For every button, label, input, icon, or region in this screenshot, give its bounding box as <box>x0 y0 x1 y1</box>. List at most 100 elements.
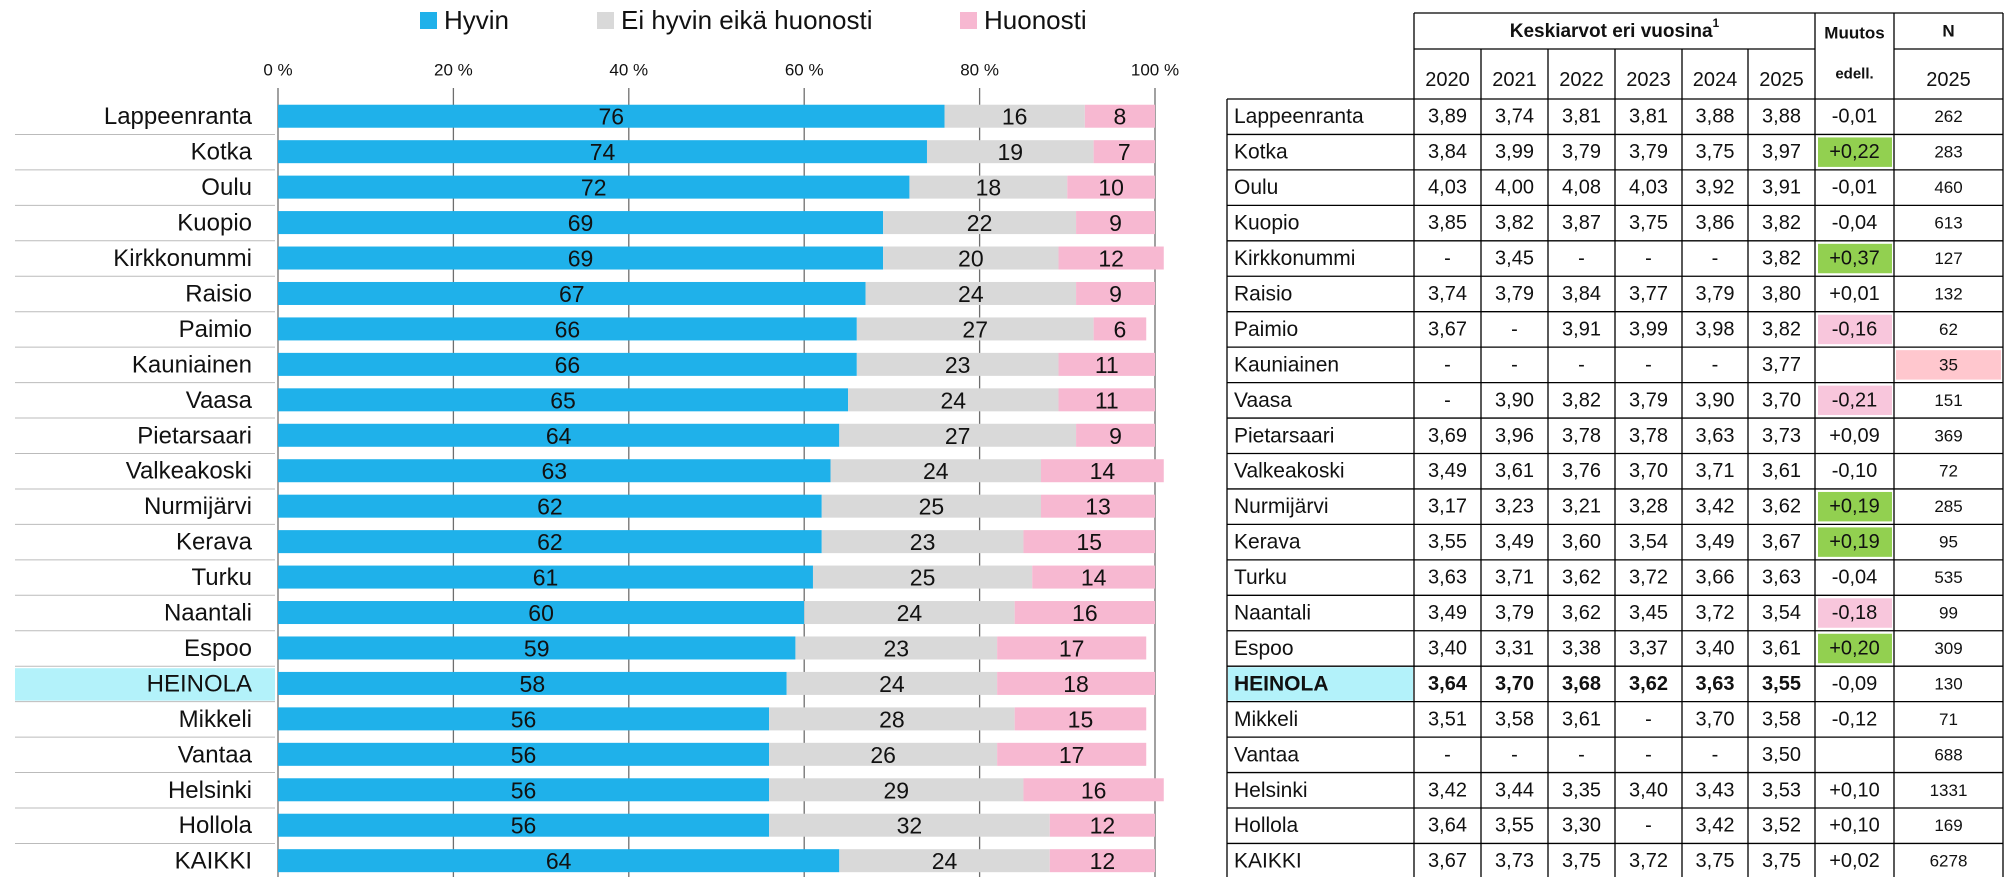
value-label: 67 <box>559 281 585 307</box>
bar-segment <box>278 104 945 128</box>
value-label: 64 <box>546 423 572 449</box>
table-name: Paimio <box>1234 318 1298 341</box>
x-tick-label: 80 % <box>960 61 999 80</box>
table-n: 688 <box>1934 745 1962 764</box>
table-average: 3,61 <box>1495 460 1534 482</box>
value-label: 22 <box>967 210 993 236</box>
bar-segment <box>997 636 1147 660</box>
table-average: 3,55 <box>1762 673 1801 695</box>
table-average: 3,69 <box>1428 425 1467 447</box>
table-change: -0,04 <box>1832 212 1878 234</box>
value-label: 24 <box>879 671 905 697</box>
table-average: 3,49 <box>1428 460 1467 482</box>
x-tick-label: 20 % <box>434 61 473 80</box>
table-average: 3,75 <box>1696 850 1735 872</box>
bar-segment <box>278 707 770 731</box>
table-average: 3,50 <box>1762 744 1801 766</box>
table-average: 3,61 <box>1762 637 1801 659</box>
table-n: 35 <box>1939 355 1958 374</box>
table-average: 3,71 <box>1495 567 1534 589</box>
table-average: 3,81 <box>1562 106 1601 128</box>
value-label: 11 <box>1095 387 1119 413</box>
x-tick-label: 60 % <box>785 61 824 80</box>
table-header: Keskiarvot eri vuosina1 <box>1510 16 1720 42</box>
table-change: +0,22 <box>1829 141 1880 163</box>
table-average: 3,99 <box>1629 318 1668 340</box>
value-label: 56 <box>511 777 537 803</box>
value-label: 26 <box>870 742 896 768</box>
bar-segment <box>1040 494 1155 518</box>
table-average: 3,55 <box>1428 531 1467 553</box>
bar-segment <box>926 140 1094 164</box>
bar-segment <box>278 246 884 270</box>
value-label: 25 <box>919 494 945 520</box>
bar-segment <box>856 317 1094 341</box>
value-label: 14 <box>1090 458 1116 484</box>
table-average: 3,74 <box>1428 283 1467 305</box>
bar-segment <box>997 671 1155 695</box>
table-average: 4,08 <box>1562 177 1601 199</box>
table-average: 3,60 <box>1562 531 1601 553</box>
table-average: 3,44 <box>1495 779 1534 801</box>
table-average: 3,49 <box>1495 531 1534 553</box>
legend-label: Hyvin <box>444 5 509 35</box>
table-average: 3,75 <box>1562 850 1601 872</box>
table-average: 3,37 <box>1629 637 1668 659</box>
n-cell <box>1896 350 2001 380</box>
table-average: - <box>1511 318 1518 340</box>
change-cell <box>1818 598 1892 628</box>
bar-segment <box>278 671 787 695</box>
value-label: 56 <box>511 706 537 732</box>
table-average: 3,87 <box>1562 212 1601 234</box>
table-average: 3,90 <box>1696 389 1735 411</box>
table-average: - <box>1511 354 1518 376</box>
table-average: 3,79 <box>1495 283 1534 305</box>
table-average: - <box>1444 389 1451 411</box>
value-label: 19 <box>997 139 1023 165</box>
value-label: 23 <box>910 529 936 555</box>
category-label: Kauniainen <box>132 351 252 378</box>
bar-segment <box>883 246 1059 270</box>
table-average: - <box>1444 354 1451 376</box>
table-average: 3,62 <box>1629 673 1668 695</box>
change-cell <box>1818 633 1892 664</box>
year-header: 2024 <box>1693 69 1738 91</box>
table-change: -0,16 <box>1832 318 1878 340</box>
bar-segment <box>1067 175 1155 199</box>
year-header: 2025 <box>1759 69 1804 91</box>
category-label: Vaasa <box>186 387 253 414</box>
table-name: Kauniainen <box>1234 353 1339 376</box>
table-average: 3,67 <box>1428 318 1467 340</box>
bar-segment <box>1093 317 1147 341</box>
change-cell <box>1818 137 1892 167</box>
bar-segment <box>839 423 1077 447</box>
table-average: 3,79 <box>1495 602 1534 624</box>
bar-segment <box>278 352 857 376</box>
category-label: KAIKKI <box>175 848 252 875</box>
value-label: 28 <box>879 706 905 732</box>
table-header-sup: 1 <box>1713 16 1720 30</box>
table-name: Pietarsaari <box>1234 424 1334 447</box>
bar-segment <box>769 707 1015 731</box>
table-average: 3,62 <box>1762 496 1801 518</box>
table-average: 3,66 <box>1696 567 1735 589</box>
table-change: -0,12 <box>1832 708 1878 730</box>
table-average: 3,90 <box>1495 389 1534 411</box>
bar-segment <box>278 281 866 305</box>
value-label: 24 <box>958 281 984 307</box>
table-n: 71 <box>1939 710 1958 729</box>
bar-segment <box>944 104 1085 128</box>
table-average: 3,82 <box>1762 318 1801 340</box>
bar-segment <box>795 636 998 660</box>
table-average: 3,23 <box>1495 496 1534 518</box>
table-average: 3,61 <box>1762 460 1801 482</box>
table-average: 3,30 <box>1562 815 1601 837</box>
table-change: -0,21 <box>1832 389 1878 411</box>
bar-segment <box>769 813 1050 837</box>
table-name: Vantaa <box>1234 743 1299 766</box>
table-n: 1331 <box>1930 781 1968 800</box>
table-name: Kotka <box>1234 141 1288 164</box>
category-label: Naantali <box>164 600 252 627</box>
table-average: 3,58 <box>1495 708 1534 730</box>
table-change: +0,37 <box>1829 248 1880 270</box>
